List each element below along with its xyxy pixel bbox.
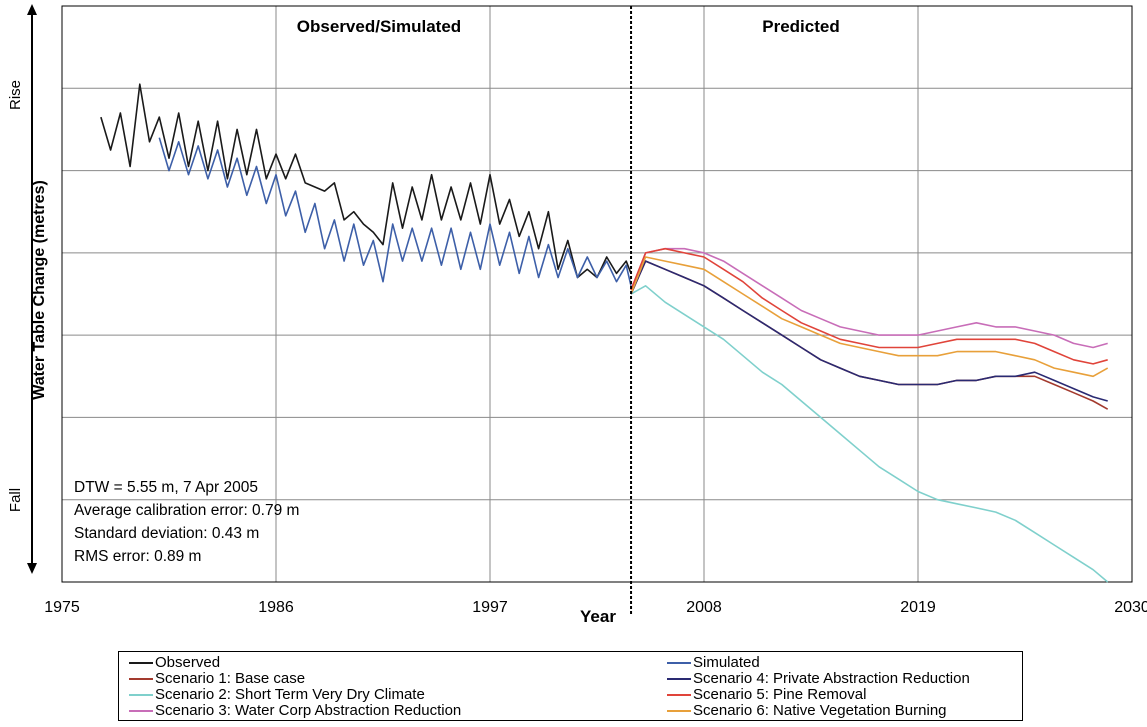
series-line-8 bbox=[630, 256, 1109, 378]
series-line-7 bbox=[630, 247, 1108, 365]
x-tick-label: 2019 bbox=[900, 599, 936, 616]
x-tick-label: 1975 bbox=[44, 599, 80, 616]
y-fall-label: Fall bbox=[7, 488, 24, 512]
legend-swatch bbox=[129, 694, 153, 696]
series-line-5 bbox=[630, 247, 1108, 349]
legend-item-scenario-3: Scenario 3: Water Corp Abstraction Reduc… bbox=[129, 703, 461, 719]
legend-swatch bbox=[129, 662, 153, 664]
y-rise-label: Rise bbox=[7, 80, 24, 110]
stat-std-dev: Standard deviation: 0.43 m bbox=[74, 525, 260, 542]
x-axis-label: Year bbox=[580, 607, 616, 626]
x-tick-label: 1997 bbox=[472, 599, 508, 616]
water-table-chart: Observed/Simulated Predicted 1975 1986 199… bbox=[7, 4, 1147, 626]
legend-swatch bbox=[667, 710, 691, 712]
legend-swatch bbox=[667, 662, 691, 664]
legend-item-scenario-6: Scenario 6: Native Vegetation Burning bbox=[667, 703, 970, 719]
series-line-1 bbox=[100, 83, 632, 279]
legend-item-scenario-5: Scenario 5: Pine Removal bbox=[667, 687, 970, 703]
y-axis-arrow bbox=[27, 4, 37, 574]
legend-label: Scenario 4: Private Abstraction Reductio… bbox=[693, 670, 970, 687]
legend-item-scenario-2: Scenario 2: Short Term Very Dry Climate bbox=[129, 687, 461, 703]
calibration-stats: DTW = 5.55 m, 7 Apr 2005 Average calibra… bbox=[74, 476, 299, 568]
legend-item-observed: Observed bbox=[129, 655, 461, 671]
legend-column-right: Simulated Scenario 4: Private Abstractio… bbox=[667, 655, 970, 719]
legend-swatch bbox=[667, 694, 691, 696]
legend-item-scenario-1: Scenario 1: Base case bbox=[129, 671, 461, 687]
legend-column-left: Observed Scenario 1: Base case Scenario … bbox=[129, 655, 461, 719]
series-line-2 bbox=[158, 137, 632, 286]
legend-label: Simulated bbox=[693, 654, 760, 671]
legend-label: Scenario 5: Pine Removal bbox=[693, 686, 867, 703]
stat-average-error: Average calibration error: 0.79 m bbox=[74, 502, 300, 519]
x-tick-label: 2030 bbox=[1114, 599, 1147, 616]
legend-item-simulated: Simulated bbox=[667, 655, 970, 671]
x-tick-label: 1986 bbox=[258, 599, 294, 616]
legend-label: Scenario 1: Base case bbox=[155, 670, 306, 687]
series-layer bbox=[100, 83, 1109, 583]
plot-frame bbox=[61, 5, 1133, 583]
legend-label: Scenario 6: Native Vegetation Burning bbox=[693, 702, 947, 719]
legend-swatch bbox=[129, 678, 153, 680]
legend-swatch bbox=[667, 678, 691, 680]
section-label-predicted: Predicted bbox=[762, 17, 839, 36]
x-tick-labels: 1975 1986 1997 2008 2019 2030 bbox=[44, 599, 1147, 616]
stat-rms-error: RMS error: 0.89 m bbox=[74, 548, 202, 565]
series-line-4 bbox=[630, 284, 1109, 583]
legend-item-scenario-4: Scenario 4: Private Abstraction Reductio… bbox=[667, 671, 970, 687]
y-axis-label: Water Table Change (metres) bbox=[31, 180, 48, 400]
stat-dtw: DTW = 5.55 m, 7 Apr 2005 bbox=[74, 479, 258, 496]
legend: Observed Scenario 1: Base case Scenario … bbox=[118, 651, 1023, 721]
series-line-6 bbox=[630, 260, 1108, 402]
legend-label: Observed bbox=[155, 654, 221, 671]
x-tick-label: 2008 bbox=[686, 599, 722, 616]
legend-label: Scenario 2: Short Term Very Dry Climate bbox=[155, 686, 425, 703]
section-label-observed: Observed/Simulated bbox=[297, 17, 461, 36]
legend-swatch bbox=[129, 710, 153, 712]
legend-label: Scenario 3: Water Corp Abstraction Reduc… bbox=[155, 702, 462, 719]
